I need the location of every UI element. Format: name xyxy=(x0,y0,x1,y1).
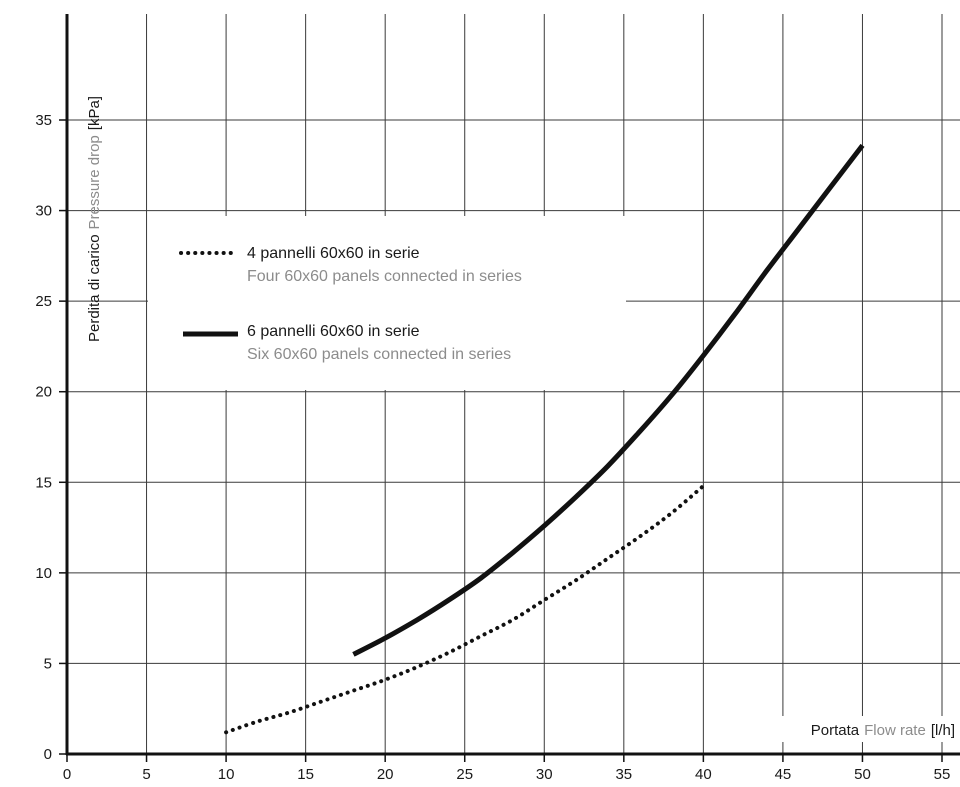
x-tick-label-20: 20 xyxy=(377,766,394,783)
legend-label-series-2: 6 pannelli 60x60 in serie xyxy=(247,323,420,340)
legend-sublabel-series-2: Six 60x60 panels connected in series xyxy=(247,346,511,363)
y-tick-label-25: 25 xyxy=(35,293,52,310)
series-line-2 xyxy=(352,143,865,657)
y-tick-label-0: 0 xyxy=(44,746,52,763)
y-axis-label: Perdita di caricoPressure drop[kPa] xyxy=(86,96,103,342)
x-axis-label: Portata Flow rate [l/h] xyxy=(811,722,955,739)
x-tick-label-55: 55 xyxy=(934,766,951,783)
x-tick-label-50: 50 xyxy=(854,766,871,783)
y-tick-label-30: 30 xyxy=(35,203,52,220)
x-axis-label-bg xyxy=(758,716,960,742)
x-axis-label-group: Portata Flow rate [l/h] xyxy=(758,716,960,742)
series-lines xyxy=(224,143,865,735)
y-tick-label-5: 5 xyxy=(44,655,52,672)
y-tick-labels: 0 5 10 15 20 25 30 35 xyxy=(35,112,67,763)
x-tick-label-15: 15 xyxy=(297,766,314,783)
x-tick-label-0: 0 xyxy=(63,766,71,783)
x-tick-label-25: 25 xyxy=(456,766,473,783)
x-tick-label-35: 35 xyxy=(615,766,632,783)
grid-lines xyxy=(67,14,960,754)
legend-box xyxy=(148,216,626,390)
y-tick-label-10: 10 xyxy=(35,565,52,582)
axes xyxy=(65,14,960,756)
y-tick-label-35: 35 xyxy=(35,112,52,129)
x-tick-label-10: 10 xyxy=(218,766,235,783)
x-tick-label-5: 5 xyxy=(142,766,150,783)
legend-sublabel-series-1: Four 60x60 panels connected in series xyxy=(247,268,522,285)
x-tick-labels: 0 5 10 15 20 25 30 35 40 45 50 55 xyxy=(63,754,951,783)
x-tick-label-45: 45 xyxy=(775,766,792,783)
y-tick-label-15: 15 xyxy=(35,474,52,491)
legend-label-series-1: 4 pannelli 60x60 in serie xyxy=(247,245,420,262)
legend: 4 pannelli 60x60 in serie Four 60x60 pan… xyxy=(179,245,522,363)
x-tick-label-40: 40 xyxy=(695,766,712,783)
series-line-1 xyxy=(224,483,706,735)
y-tick-label-20: 20 xyxy=(35,384,52,401)
x-tick-label-30: 30 xyxy=(536,766,553,783)
